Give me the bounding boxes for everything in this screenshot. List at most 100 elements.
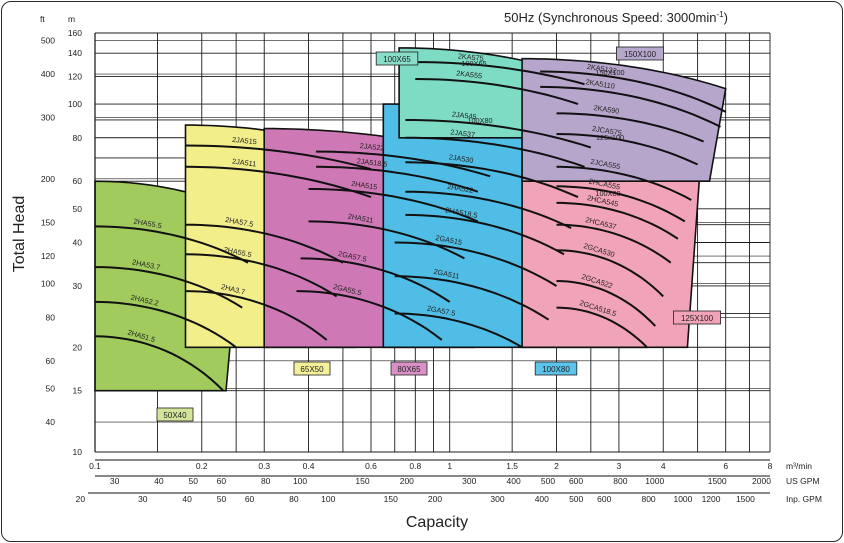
impeller-curve	[556, 133, 699, 166]
x-tick-usgpm: 50	[189, 476, 199, 486]
x-tick-impgpm: 400	[535, 494, 549, 504]
impeller-curve	[556, 249, 664, 298]
impeller-curve	[405, 213, 565, 256]
x-tick-m3min: 4	[661, 461, 666, 471]
group-label-box-150x100	[616, 46, 665, 61]
x-tick-usgpm: 60	[217, 476, 227, 486]
x-tick-usgpm: 30	[110, 476, 120, 486]
y-tick-ft: 40	[46, 417, 56, 427]
x-tick-impgpm: 50	[217, 494, 227, 504]
impeller-curve	[185, 290, 328, 341]
impeller-curve	[185, 223, 344, 264]
y-tick-m: 80	[73, 133, 83, 143]
group-label-box-100x65	[375, 51, 419, 66]
group-label-box-50x40	[156, 407, 194, 422]
curve-label: 2HA522	[446, 182, 473, 195]
curve-label: 2JA545	[452, 110, 478, 122]
x-tick-usgpm: 150	[355, 476, 369, 486]
impeller-curve	[394, 312, 523, 349]
inner-size-label: 100X80	[595, 189, 620, 198]
group-label-150x100: 150X100	[624, 50, 657, 59]
impeller-curve	[308, 188, 479, 223]
x-tick-usgpm: 40	[154, 476, 164, 486]
x-tick-m3min: 0.6	[365, 461, 377, 471]
y-tick-ft: 80	[46, 312, 56, 322]
group-label-box-80x65	[390, 361, 428, 376]
impeller-curve	[556, 185, 686, 223]
x-tick-usgpm: 1500	[708, 476, 727, 486]
y-tick-ft: 100	[41, 279, 55, 289]
group-label-65x50: 65X50	[300, 365, 324, 374]
x-axis-title: Capacity	[406, 514, 468, 531]
group-label-125x100: 125X100	[681, 314, 714, 323]
impeller-curve	[556, 280, 657, 327]
impeller-curve	[556, 201, 679, 240]
y-tick-ft: 300	[41, 113, 55, 123]
impeller-curve	[185, 165, 372, 199]
impeller-curve	[94, 225, 249, 264]
impeller-curve	[394, 275, 550, 321]
impeller-curve	[185, 144, 372, 171]
impeller-curves	[94, 61, 727, 392]
x-tick-m3min: 8	[768, 461, 773, 471]
x-tick-impgpm: 100	[321, 494, 335, 504]
impeller-curve	[556, 112, 704, 143]
x-unit-m3min: m³/min	[786, 461, 812, 471]
impeller-curve	[405, 119, 592, 149]
inner-size-label: 100X80	[467, 116, 492, 125]
chart-title: 50Hz (Synchronous Speed: 3000min-1)	[504, 10, 728, 25]
y-tick-m: 15	[73, 386, 83, 396]
x-tick-impgpm: 600	[597, 494, 611, 504]
curve-label: 2JA511	[232, 157, 257, 169]
axes: ft m1601401201008060504030201510500400300…	[40, 14, 822, 504]
impeller-curve	[394, 241, 558, 287]
x-tick-usgpm: 100	[293, 476, 307, 486]
curve-label: 2HA515	[351, 179, 378, 192]
x-tick-impgpm: 1200	[702, 494, 721, 504]
x-tick-impgpm: 30	[138, 494, 148, 504]
curve-label: 2HA511	[347, 212, 374, 225]
group-label-box-65x50	[293, 361, 331, 376]
x-tick-m3min: 0.4	[303, 461, 315, 471]
x-tick-impgpm: 300	[490, 494, 504, 504]
x-tick-m3min: 2	[554, 461, 559, 471]
x-tick-m3min: 0.3	[258, 461, 270, 471]
group-label-box-125x100	[673, 310, 722, 325]
x-tick-impgpm: 150	[384, 494, 398, 504]
x-tick-usgpm: 300	[462, 476, 476, 486]
x-unit-usgpm: US GPM	[786, 476, 820, 486]
title-superscript: -1	[716, 10, 724, 19]
curve-label: 2JA537	[450, 127, 476, 139]
y-tick-m: 60	[73, 176, 83, 186]
y-tick-m: 40	[73, 238, 83, 248]
group-label-box-100x80	[534, 361, 578, 376]
y-unit-m: m	[68, 14, 75, 24]
y-tick-ft: 400	[41, 69, 55, 79]
x-tick-usgpm: 200	[400, 476, 414, 486]
curve-label: 2KA590	[593, 103, 620, 116]
impeller-curve	[316, 150, 491, 178]
x-tick-impgpm: 800	[641, 494, 655, 504]
x-tick-usgpm: 400	[506, 476, 520, 486]
impeller-curve	[94, 335, 224, 392]
y-unit-ft: ft	[40, 14, 45, 24]
impeller-curve	[405, 136, 585, 168]
x-tick-usgpm: 500	[541, 476, 555, 486]
curve-label: 2JA522	[359, 141, 385, 153]
y-tick-ft: 120	[41, 251, 55, 261]
x-tick-usgpm: 80	[261, 476, 271, 486]
group-label-100x65: 100X65	[383, 55, 411, 64]
x-tick-m3min: 1	[447, 461, 452, 471]
group-label-80x65: 80X65	[397, 365, 421, 374]
impeller-curve	[185, 253, 338, 298]
y-tick-m: 160	[68, 28, 82, 38]
y-tick-m: 120	[68, 71, 82, 81]
y-tick-m: 20	[73, 342, 83, 352]
curve-label: 2KA575	[457, 51, 484, 63]
curve-label: 2JA530	[448, 152, 474, 165]
x-tick-usgpm: 600	[569, 476, 583, 486]
title-end: )	[724, 10, 728, 25]
group-label-100x80: 100X80	[542, 365, 570, 374]
